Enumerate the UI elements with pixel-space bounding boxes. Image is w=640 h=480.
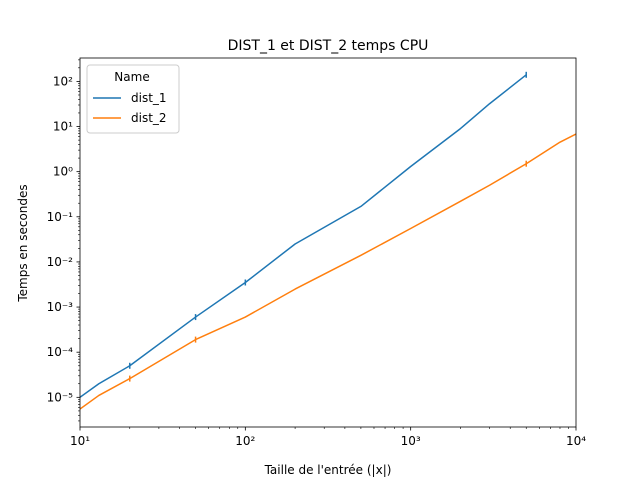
axes-layer: 10¹ 10² 10³ 10⁴ 10⁻⁵ 10⁻⁴ 10⁻³ 10⁻² 10⁻¹ 10⁰ 10¹ 10… (47, 57, 586, 448)
legend-label-dist-2: dist_2 (131, 111, 167, 125)
legend-label-dist-1: dist_1 (131, 91, 167, 105)
x-tick-label: 10¹ (70, 434, 90, 448)
y-tick-label: 10¹ (53, 120, 73, 134)
legend: Name dist_1 dist_2 (86, 64, 180, 134)
x-tick-label: 10³ (401, 434, 421, 448)
legend-title: Name (114, 70, 149, 84)
y-tick-label: 10⁻² (47, 255, 74, 269)
chart-title: DIST_1 et DIST_2 temps CPU (228, 38, 429, 54)
plot-frame (79, 57, 577, 428)
y-tick-label: 10⁻⁵ (47, 390, 74, 404)
x-tick-label: 10² (235, 434, 255, 448)
y-axis-label: Temps en secondes (16, 184, 30, 302)
y-tick-label: 10² (53, 74, 73, 88)
legend-box (86, 64, 180, 134)
x-axis-label: Taille de l'entrée (|x|) (264, 463, 392, 477)
y-tick-label: 10⁻⁴ (47, 345, 74, 359)
y-tick-label: 10⁰ (53, 165, 73, 179)
y-tick-label: 10⁻³ (47, 300, 74, 314)
x-tick-label: 10⁴ (566, 434, 586, 448)
y-tick-label: 10⁻¹ (47, 210, 74, 224)
series-layer (80, 71, 576, 410)
series-line-dist_1 (80, 74, 527, 398)
